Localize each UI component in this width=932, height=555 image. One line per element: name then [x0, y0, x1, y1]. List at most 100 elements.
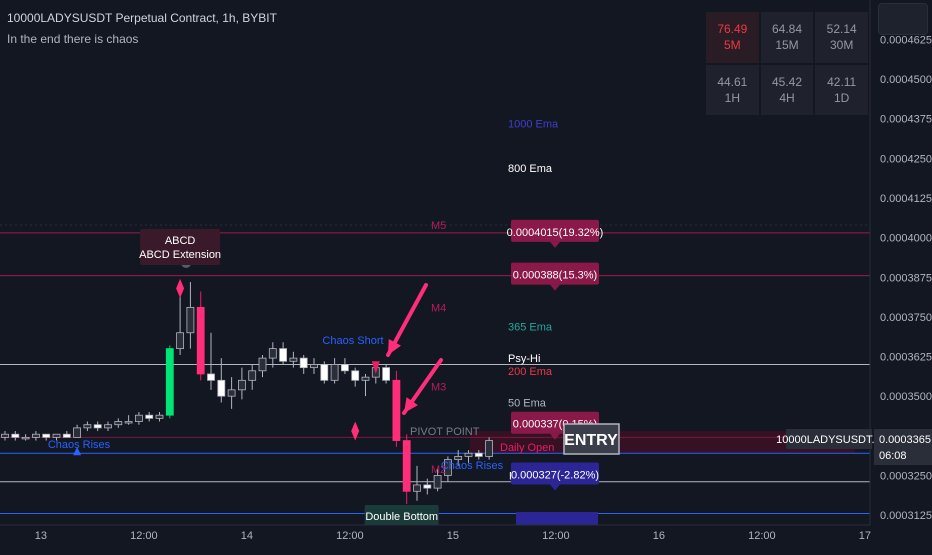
symbol-tag-bg: [786, 428, 872, 449]
candle: [310, 358, 318, 374]
rsi-cell-1d: 42.11 1D: [815, 64, 868, 115]
candle-body: [392, 379, 401, 441]
candle: [330, 358, 339, 384]
candle: [237, 367, 246, 400]
candle: [258, 354, 267, 378]
candle-body: [330, 364, 339, 381]
indicator-label: 365 Ema: [508, 321, 553, 333]
time-tick-label: 16: [653, 530, 665, 542]
indicator-label: Psy-Hi: [508, 353, 540, 365]
settings-button[interactable]: [878, 3, 928, 35]
rsi-timeframe: 5M: [723, 38, 741, 53]
pattern-label-text: Double Bottom: [365, 511, 438, 523]
candle-body: [279, 348, 288, 362]
time-tick-label: 12:00: [542, 530, 570, 542]
entry-label: ENTRY: [563, 423, 620, 455]
candle-body: [474, 452, 483, 457]
target-box-bg: [511, 262, 599, 285]
rsi-timeframe: 4H: [779, 90, 795, 105]
candle-body: [227, 389, 236, 397]
candle: [279, 342, 288, 365]
indicator-label: M5: [431, 220, 446, 232]
candle: [413, 465, 421, 501]
candle: [52, 433, 61, 441]
price-tag-bg: [874, 428, 932, 465]
candle-body: [340, 364, 349, 372]
candle: [433, 469, 442, 492]
candle-body: [402, 440, 411, 492]
signal-label: Chaos Rises: [48, 439, 111, 451]
indicator-label: Daily Open: [500, 442, 554, 454]
candle: [93, 421, 102, 432]
rsi-cell-5m: 76.49 5M: [706, 12, 759, 63]
candle-body: [32, 433, 40, 438]
time-tick-label: 12:00: [748, 530, 776, 542]
candle-body: [207, 373, 215, 381]
candle-body: [485, 440, 494, 457]
candle: [392, 370, 401, 447]
rsi-timeframe: 1D: [833, 90, 850, 105]
target-box-pointer: [550, 433, 560, 440]
candle-body: [186, 306, 195, 334]
current-price-tag: 10000LADYSUSDT.P0.0003365 06:08: [776, 428, 932, 465]
indicator-label: M4: [431, 302, 446, 314]
candle: [165, 345, 174, 419]
candle: [248, 364, 257, 390]
candle-body: [413, 484, 421, 492]
candle: [454, 450, 463, 466]
candle: [32, 431, 40, 441]
rsi-cell-4h: 45.42 4H: [760, 64, 814, 115]
candle-body: [433, 475, 442, 489]
candle: [124, 415, 133, 425]
candle-body: [454, 456, 463, 460]
candle: [485, 437, 494, 460]
indicator-label: M2: [431, 464, 446, 476]
target-box-pointer: [550, 484, 560, 491]
time-tick-label: 15: [447, 530, 459, 542]
candle-body: [423, 484, 432, 489]
candle: [186, 282, 195, 349]
target-box: 0.0004015(19.32%): [507, 219, 604, 248]
candle-body: [196, 306, 205, 375]
rsi-value: 52.14: [826, 22, 857, 37]
candle: [207, 332, 215, 390]
pattern-label: Double Bottom: [364, 505, 439, 527]
time-tick-label: 13: [35, 530, 47, 542]
candle-body: [165, 348, 174, 416]
candle: [73, 424, 81, 438]
candle-body: [62, 433, 71, 438]
target-box-bg: [511, 462, 599, 485]
chart-title: 10000LADYSUSDT Perpetual Contract, 1h, B…: [7, 11, 277, 25]
entry-label-bg: [563, 423, 620, 455]
symbol-tag-text: 10000LADYSUSDT.P: [776, 434, 882, 446]
short-arrow: [386, 283, 428, 357]
indicator-label: PIVOT POINT: [410, 426, 480, 438]
candle-body: [73, 427, 81, 438]
pattern-label-text: ABCD Extension: [139, 249, 221, 261]
candle-body: [83, 424, 92, 429]
candle-body: [258, 357, 267, 372]
candle-body: [299, 357, 308, 369]
short-marker: [371, 361, 380, 374]
indicator-label: M3: [431, 382, 446, 394]
candle-body: [310, 364, 318, 369]
rsi-cell-30m: 52.14 30M: [815, 12, 868, 63]
target-box-text: 0.0004015(19.32%): [507, 227, 604, 239]
rsi-value: 42.11: [827, 74, 857, 89]
candle: [1, 431, 9, 441]
candle-body: [443, 459, 452, 476]
candle-body: [248, 370, 257, 381]
candle-body: [42, 433, 51, 438]
rsi-value: 64.84: [771, 22, 802, 37]
candle-body: [93, 424, 102, 429]
arrow-head: [388, 339, 401, 355]
target-box-partial: [516, 512, 598, 526]
indicator-name: In the end there is chaos: [7, 32, 139, 46]
